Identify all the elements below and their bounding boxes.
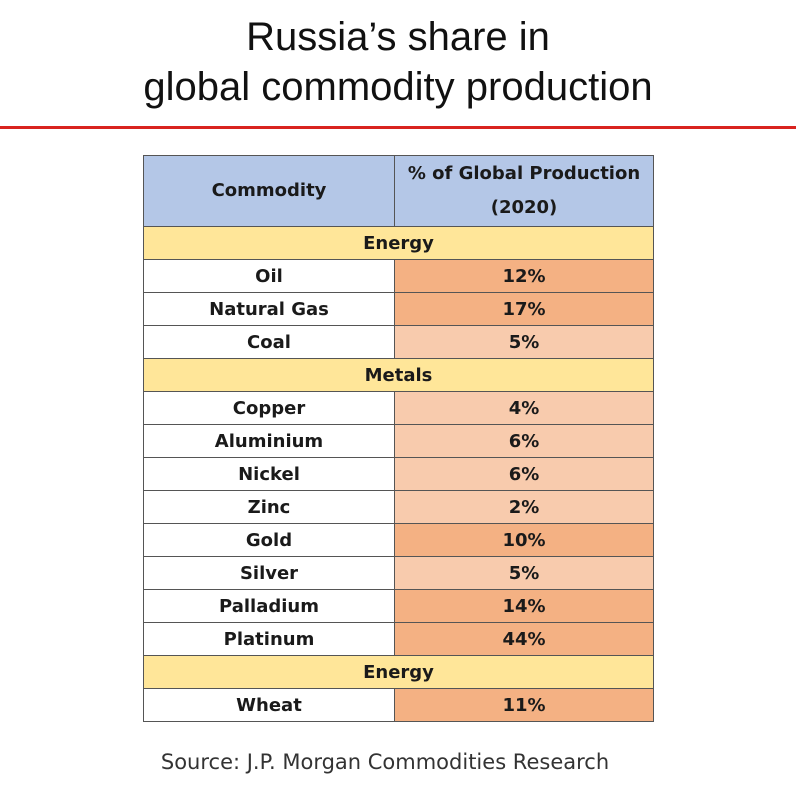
title-divider — [0, 126, 796, 129]
commodity-cell: Gold — [143, 523, 395, 557]
commodity-cell: Wheat — [143, 688, 395, 722]
commodity-cell: Silver — [143, 556, 395, 590]
commodity-cell: Coal — [143, 325, 395, 359]
column-header-share: % of Global Production (2020) — [394, 155, 654, 227]
table-row: Oil 12% — [143, 259, 654, 293]
table-row: Coal 5% — [143, 325, 654, 359]
title-line-1: Russia’s share in — [246, 15, 550, 59]
share-cell: 14% — [394, 589, 654, 623]
share-cell: 17% — [394, 292, 654, 326]
section-label: Metals — [143, 358, 654, 392]
source-note: Source: J.P. Morgan Commodities Research — [160, 750, 610, 774]
commodity-cell: Palladium — [143, 589, 395, 623]
section-row: Energy — [143, 655, 654, 689]
share-cell: 2% — [394, 490, 654, 524]
share-cell: 5% — [394, 556, 654, 590]
table-row: Platinum 44% — [143, 622, 654, 656]
share-cell: 4% — [394, 391, 654, 425]
table-row: Wheat 11% — [143, 688, 654, 722]
commodity-table: Commodity % of Global Production (2020) … — [143, 155, 654, 722]
commodity-cell: Natural Gas — [143, 292, 395, 326]
commodity-cell: Platinum — [143, 622, 395, 656]
section-label: Energy — [143, 655, 654, 689]
table-body: Energy Oil 12% Natural Gas 17% Coal 5% Metals Co… — [143, 226, 654, 722]
table-row: Natural Gas 17% — [143, 292, 654, 326]
title-line-2: global commodity production — [143, 65, 653, 109]
share-cell: 11% — [394, 688, 654, 722]
table-row: Copper 4% — [143, 391, 654, 425]
table-row: Silver 5% — [143, 556, 654, 590]
table-row: Nickel 6% — [143, 457, 654, 491]
share-cell: 44% — [394, 622, 654, 656]
share-cell: 6% — [394, 457, 654, 491]
share-cell: 6% — [394, 424, 654, 458]
commodity-cell: Copper — [143, 391, 395, 425]
section-row: Metals — [143, 358, 654, 392]
section-label: Energy — [143, 226, 654, 260]
table-row: Palladium 14% — [143, 589, 654, 623]
share-cell: 5% — [394, 325, 654, 359]
chart-title: Russia’s share in global commodity produ… — [0, 12, 796, 112]
commodity-cell: Nickel — [143, 457, 395, 491]
commodity-cell: Aluminium — [143, 424, 395, 458]
commodity-cell: Zinc — [143, 490, 395, 524]
table-row: Aluminium 6% — [143, 424, 654, 458]
section-row: Energy — [143, 226, 654, 260]
table-row: Zinc 2% — [143, 490, 654, 524]
column-header-commodity: Commodity — [143, 155, 395, 227]
share-cell: 12% — [394, 259, 654, 293]
table-header-row: Commodity % of Global Production (2020) — [143, 155, 654, 227]
table-row: Gold 10% — [143, 523, 654, 557]
share-cell: 10% — [394, 523, 654, 557]
commodity-cell: Oil — [143, 259, 395, 293]
